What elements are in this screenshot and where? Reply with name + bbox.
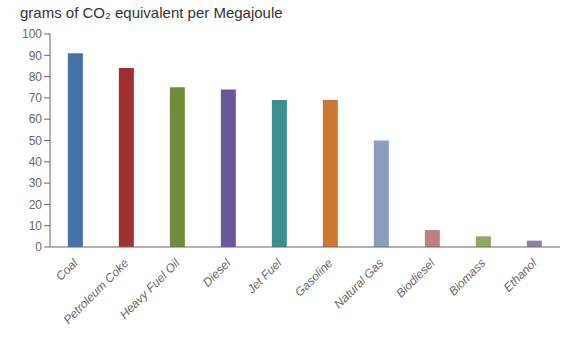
svg-text:30: 30 bbox=[29, 176, 43, 190]
svg-text:Diesel: Diesel bbox=[200, 256, 234, 290]
svg-text:Petroleum Coke: Petroleum Coke bbox=[60, 256, 132, 327]
svg-text:90: 90 bbox=[29, 49, 43, 63]
svg-text:Heavy Fuel Oil: Heavy Fuel Oil bbox=[117, 256, 183, 322]
svg-text:0: 0 bbox=[35, 240, 42, 254]
svg-text:10: 10 bbox=[29, 219, 43, 233]
svg-text:Jet Fuel: Jet Fuel bbox=[244, 256, 285, 297]
svg-text:Ethanol: Ethanol bbox=[501, 256, 540, 295]
svg-text:Biomass: Biomass bbox=[446, 256, 488, 298]
svg-text:Gasoline: Gasoline bbox=[292, 256, 336, 300]
svg-text:Natural Gas: Natural Gas bbox=[331, 256, 386, 311]
svg-text:50: 50 bbox=[29, 134, 43, 148]
svg-text:Biodiesel: Biodiesel bbox=[393, 256, 438, 301]
svg-text:Coal: Coal bbox=[53, 256, 81, 284]
svg-text:80: 80 bbox=[29, 70, 43, 84]
svg-text:20: 20 bbox=[29, 198, 43, 212]
svg-text:60: 60 bbox=[29, 112, 43, 126]
svg-text:70: 70 bbox=[29, 91, 43, 105]
svg-text:40: 40 bbox=[29, 155, 43, 169]
svg-text:100: 100 bbox=[22, 27, 42, 41]
html-text:grams of CO₂ equivalent per Me: grams of CO₂ equivalent per Megajoule bbox=[20, 4, 283, 21]
